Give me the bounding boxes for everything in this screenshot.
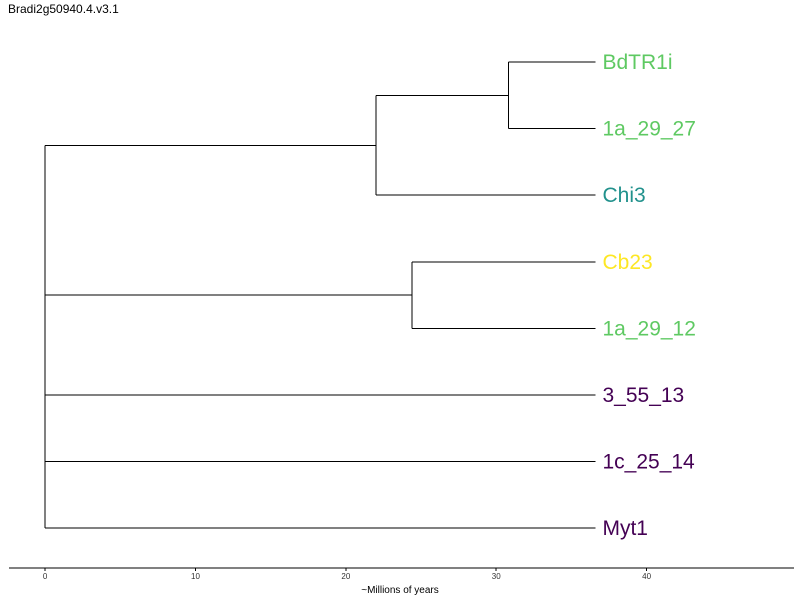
leaf-label: 1a_29_27 bbox=[602, 118, 695, 141]
x-tick-label: 30 bbox=[492, 572, 501, 581]
x-axis-label: ~Millions of years bbox=[361, 585, 439, 596]
leaf-label: Cb23 bbox=[602, 251, 652, 274]
leaf-label: BdTR1i bbox=[602, 51, 672, 74]
x-tick-label: 40 bbox=[642, 572, 651, 581]
x-tick-label: 10 bbox=[191, 572, 200, 581]
x-tick-label: 20 bbox=[341, 572, 350, 581]
x-tick-label: 0 bbox=[43, 572, 48, 581]
leaf-label: Myt1 bbox=[602, 517, 648, 540]
leaf-label: Chi3 bbox=[602, 184, 645, 207]
leaf-label: 1c_25_14 bbox=[602, 451, 695, 474]
chart-title: Bradi2g50940.4.v3.1 bbox=[8, 2, 119, 16]
leaf-label: 1a_29_12 bbox=[602, 317, 695, 340]
leaf-label: 3_55_13 bbox=[602, 384, 684, 407]
